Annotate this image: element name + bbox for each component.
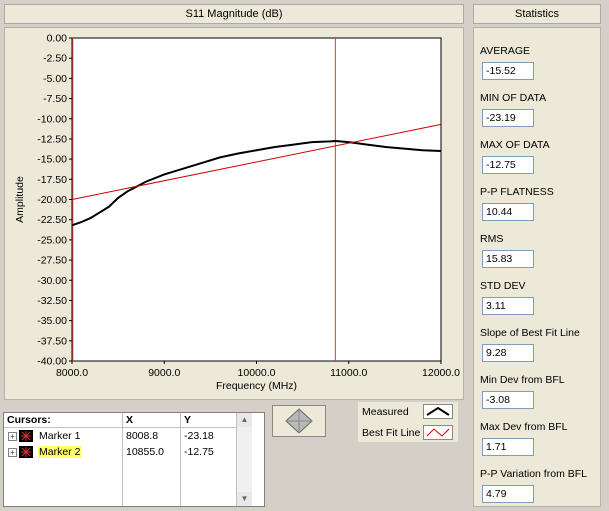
column-divider [180, 413, 181, 506]
legend-label-bfl: Best Fit Line [362, 427, 421, 439]
y-tick-label: -10.00 [37, 113, 67, 125]
stat-value-max: -12.75 [482, 156, 534, 174]
cursor-header-x: X [126, 414, 134, 426]
cursor-name-selected[interactable]: Marker 2 [38, 446, 82, 458]
stat-label-pp-flatness: P-P FLATNESS [480, 186, 554, 198]
y-tick-label: -27.50 [37, 255, 67, 267]
y-tick-label: -22.50 [37, 214, 67, 226]
expand-icon[interactable]: + [8, 432, 17, 441]
x-axis-label: Frequency (MHz) [216, 380, 297, 392]
x-tick-label: 9000.0 [148, 367, 180, 379]
expand-icon[interactable]: + [8, 448, 17, 457]
stat-label-rms: RMS [480, 233, 504, 245]
y-tick-label: -15.00 [37, 154, 67, 166]
y-tick-label: -37.50 [37, 335, 67, 347]
y-tick-label: -30.00 [37, 275, 67, 287]
y-tick-label: -7.50 [43, 93, 67, 105]
stat-value-pp-flatness: 10.44 [482, 203, 534, 221]
stat-label-max-dev: Max Dev from BFL [480, 421, 568, 433]
scroll-down-icon[interactable]: ▼ [237, 492, 252, 506]
y-tick-label: -20.00 [37, 194, 67, 206]
legend-swatch-bfl[interactable] [423, 425, 453, 440]
y-tick-label: -2.50 [43, 53, 67, 65]
stat-label-std-dev: STD DEV [480, 280, 526, 292]
stat-value-min-dev: -3.08 [482, 391, 534, 409]
cursor-table-scrollbar[interactable]: ▲ ▼ [236, 413, 252, 506]
cursor-row-marker-2[interactable]: + Marker 2 10855.0 -12.75 [4, 445, 236, 461]
stat-value-min: -23.19 [482, 109, 534, 127]
stats-panel: AVERAGE -15.52 MIN OF DATA -23.19 MAX OF… [473, 27, 601, 507]
s11-plot[interactable]: 0.00 -2.50 -5.00 -7.50 -10.00 -12.50 -15.00 -17… [5, 28, 465, 401]
legend-label-measured: Measured [362, 406, 409, 418]
stat-value-std-dev: 3.11 [482, 297, 534, 315]
graph-pan-button[interactable] [272, 405, 326, 437]
stat-label-max: MAX OF DATA [480, 139, 550, 151]
stats-title: Statistics [473, 4, 601, 24]
cursor-name[interactable]: Marker 1 [39, 430, 81, 442]
stat-label-average: AVERAGE [480, 45, 530, 57]
x-tick-label: 8000.0 [56, 367, 88, 379]
stat-value-max-dev: 1.71 [482, 438, 534, 456]
cursor-row-marker-1[interactable]: + Marker 1 8008.8 -23.18 [4, 429, 236, 445]
stat-value-rms: 15.83 [482, 250, 534, 268]
stat-label-min: MIN OF DATA [480, 92, 547, 104]
stat-label-slope: Slope of Best Fit Line [480, 327, 580, 339]
diamond-navigation-icon [285, 408, 313, 434]
legend-swatch-measured[interactable] [423, 404, 453, 419]
scroll-up-icon[interactable]: ▲ [237, 413, 252, 427]
x-tick-label: 12000.0 [422, 367, 460, 379]
best-fit-line [71, 123, 442, 200]
cursor-table[interactable]: Cursors: X Y + Marker 1 8008.8 -23.18 + … [3, 412, 265, 507]
y-tick-label: -12.50 [37, 133, 67, 145]
stat-label-pp-variation: P-P Variation from BFL [480, 468, 587, 480]
y-tick-label: -17.50 [37, 174, 67, 186]
y-tick-label: -40.00 [37, 356, 67, 368]
y-tick-label: -5.00 [43, 73, 67, 85]
y-tick-label: -32.50 [37, 295, 67, 307]
y-tick-label: 0.00 [47, 33, 68, 45]
column-divider [122, 413, 123, 506]
y-axis-label: Amplitude [14, 176, 26, 223]
cursor-header-y: Y [184, 414, 192, 426]
chart-title: S11 Magnitude (dB) [4, 4, 464, 24]
plot-legend: Measured Best Fit Line [358, 402, 458, 442]
cursor-y-value: -23.18 [184, 430, 214, 442]
cursor-header-name: Cursors: [7, 414, 51, 426]
measured-series-line [71, 139, 442, 227]
marker-cursor-icon [19, 430, 33, 442]
y-tick-label: -35.00 [37, 315, 67, 327]
cursor-table-header: Cursors: X Y [4, 413, 236, 428]
cursor-x-value: 8008.8 [126, 430, 159, 442]
chart-panel: 0.00 -2.50 -5.00 -7.50 -10.00 -12.50 -15.00 -17… [4, 27, 464, 400]
stat-label-min-dev: Min Dev from BFL [480, 374, 565, 386]
stat-value-slope: 9.28 [482, 344, 534, 362]
x-tick-label: 10000.0 [238, 367, 276, 379]
marker-cursor-icon [19, 446, 33, 458]
stat-value-average: -15.52 [482, 62, 534, 80]
x-tick-label: 11000.0 [330, 367, 367, 379]
y-tick-label: -25.00 [37, 234, 67, 246]
stat-value-pp-variation: 4.79 [482, 485, 534, 503]
cursor-y-value: -12.75 [184, 446, 214, 458]
cursor-x-value: 10855.0 [126, 446, 164, 458]
plot-area [71, 37, 442, 362]
